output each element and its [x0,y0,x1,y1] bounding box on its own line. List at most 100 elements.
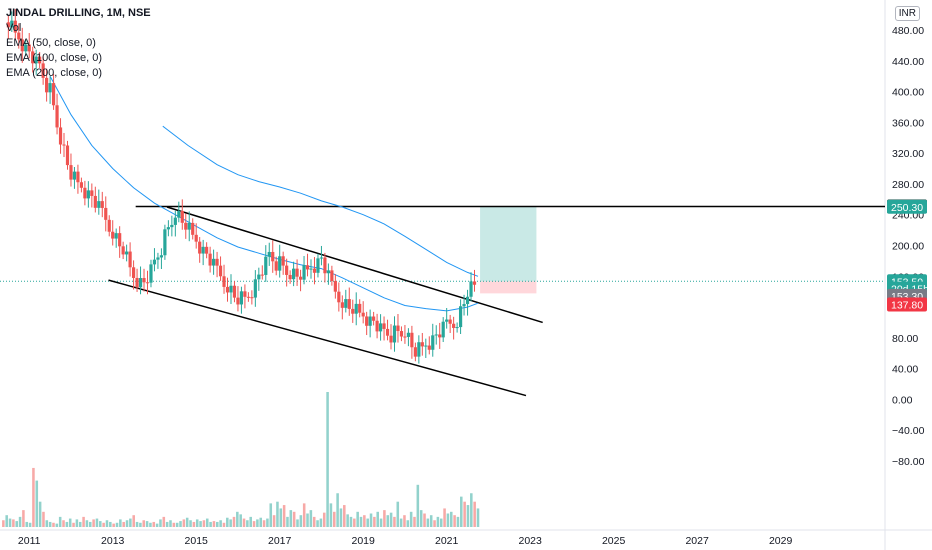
price-tick-label: 80.00 [892,333,918,345]
currency-label[interactable]: INR [894,6,920,21]
volume-bar [109,521,112,527]
candle-body [278,256,282,271]
candle-body [166,227,170,230]
volume-bar [403,515,406,527]
candle-body [135,277,139,288]
volume-bar [409,511,413,527]
candle-body [246,296,250,298]
candle-body [218,265,223,277]
volume-bar [389,512,393,527]
volume-bar [42,511,45,527]
candle-body [351,308,355,314]
candle-body [17,32,21,40]
candle-body [347,299,351,309]
candle-body [264,256,268,275]
volume-bar [219,520,222,527]
volume-bar [226,517,229,527]
candle-body [118,233,122,247]
volume-bar [252,521,256,527]
volume-bar [343,505,346,527]
candle-body [323,257,327,274]
channel-upper-line[interactable] [166,206,543,324]
candle-body [55,105,59,128]
volume-bar [15,521,18,527]
volume-bar [185,517,189,527]
candle-body [253,279,257,298]
volume-bar [446,513,450,527]
volume-bar [239,514,242,527]
volume-bar [339,508,343,527]
volume-bar [232,516,236,527]
volume-bar [25,521,29,527]
volume-bar [85,520,89,527]
volume-bar [322,512,326,527]
candle-body [285,265,289,275]
volume-bar [145,521,149,527]
price-tick-label: 320.00 [892,148,924,160]
candle-body [128,251,132,268]
volume-bar [276,501,279,527]
candle-body [225,286,230,293]
volume-bar [162,516,166,527]
ema-100-line [162,125,479,277]
volume-bar [189,520,192,527]
candle-body [187,222,191,230]
candle-body [114,233,118,239]
time-tick-label: 2017 [268,535,292,547]
volume-bar [152,521,156,527]
volume-bar [92,519,95,527]
candle-body [97,201,101,208]
candle-body [292,268,296,280]
legend-ema-200: EMA (200, close, 0) [6,67,102,79]
volume-bar [112,523,115,527]
candle-body [441,321,445,338]
candle-body [365,316,369,326]
volume-bar [65,521,69,527]
candle-body [298,276,303,280]
volume-bar [229,519,232,527]
candle-body [159,255,164,258]
volume-bar [312,516,316,527]
volume-bar [426,518,430,527]
time-tick-label: 2011 [18,535,41,547]
volume-bar [28,522,32,527]
chart-legend: JINDAL DRILLING, 1M, NSE Vol EMA (50, cl… [6,6,151,81]
time-tick-label: 2029 [769,535,793,547]
volume-bar [396,501,400,527]
channel-lower-line[interactable] [108,279,527,397]
volume-bar [78,521,82,527]
volume-bar [205,518,209,527]
candle-body [340,302,344,308]
candle-body [62,144,66,146]
candle-body [462,304,466,307]
candle-body [472,281,477,285]
candle-body [142,278,146,283]
time-tick-label: 2027 [685,535,709,547]
price-tick-label: 40.00 [892,364,918,376]
volume-bar [349,516,353,527]
volume-bar [165,521,169,527]
candle-body [72,171,77,180]
price-tick-label: 0.00 [892,394,913,406]
stop-zone[interactable] [480,281,537,294]
volume-bar [242,518,246,527]
volume-bar [460,496,463,527]
candle-body [403,336,407,338]
volume-bar [202,520,206,527]
candle-body [281,256,285,266]
target-zone[interactable] [480,206,537,282]
candle-body [191,222,195,235]
volume-bar [272,515,276,527]
candle-body [319,257,324,259]
candle-body [65,145,70,166]
price-tag [887,297,927,312]
time-tick-label: 2023 [518,535,542,547]
volume-bar [433,520,436,527]
candle-body [111,231,115,239]
volume-bar [55,523,59,527]
candle-body [368,316,372,326]
candle-body [385,328,390,336]
volume-bar [453,515,456,527]
volume-bar [289,510,293,527]
